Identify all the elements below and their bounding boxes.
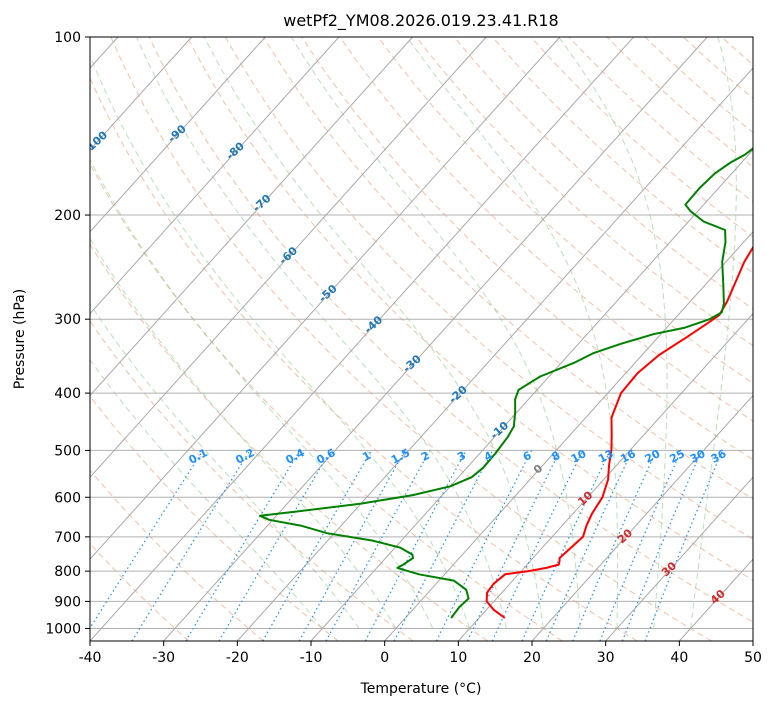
mixing-ratio-label: 36: [709, 447, 729, 466]
y-axis-title: Pressure (hPa): [12, 289, 28, 389]
x-tick-label: 0: [380, 650, 389, 666]
dry-adiabat: [90, 469, 264, 641]
isotherm-line: [90, 37, 340, 315]
dry-adiabat: [453, 37, 753, 310]
x-tick-label: 40: [670, 650, 688, 666]
mixing-ratio-label: 10: [569, 447, 589, 466]
moist-adiabat: [90, 158, 434, 629]
y-tick-label: 500: [54, 443, 81, 459]
mixing-ratio-line: [325, 450, 431, 641]
mixing-ratio-line: [435, 450, 533, 641]
background-lines: [90, 37, 753, 641]
y-tick-label: 900: [54, 594, 81, 610]
isotherm-line: [90, 37, 413, 397]
x-tick-label: -30: [152, 650, 175, 666]
y-tick-label: 200: [54, 208, 81, 224]
mixing-ratio-line: [466, 450, 561, 641]
moist-adiabat: [690, 37, 737, 629]
moist-adiabat: [290, 37, 581, 629]
mixing-ratio-label: 30: [688, 447, 708, 466]
x-tick-label: 30: [597, 650, 615, 666]
y-tick-label: 100: [54, 30, 81, 46]
x-tick-label: 50: [744, 650, 762, 666]
x-axis-ticks: -40 -30 -20 -10 0 10 20 30 40 50: [79, 641, 762, 666]
moist-adiabat: [203, 37, 544, 629]
x-tick-label: 10: [449, 650, 467, 666]
isotherm-line: [90, 37, 634, 641]
y-tick-label: 700: [54, 530, 81, 546]
y-tick-label: 600: [54, 490, 81, 506]
isotherm-line: [236, 67, 753, 641]
mixing-ratio-line: [90, 450, 204, 630]
isotherm-line: [384, 230, 753, 641]
moist-adiabat: [90, 302, 360, 629]
pressure-gridlines: [90, 37, 753, 629]
y-tick-label: 1000: [45, 621, 81, 637]
isotherm-line: [90, 37, 487, 479]
x-tick-label: 20: [523, 650, 541, 666]
mixing-ratio-label: 25: [667, 447, 687, 466]
mixing-ratio-lines: [90, 450, 723, 641]
mixing-ratio-line: [131, 450, 251, 641]
mixing-ratio-label: 20: [643, 447, 663, 466]
mixing-ratio-line: [218, 450, 332, 641]
x-tick-label: -40: [79, 650, 102, 666]
moist-adiabat: [558, 37, 668, 629]
mixing-ratio-line: [185, 450, 301, 641]
dry-adiabat: [90, 542, 190, 641]
x-tick-label: -10: [300, 650, 323, 666]
x-axis-title: Temperature (°C): [360, 681, 482, 697]
y-tick-label: 400: [54, 386, 81, 402]
isotherm-line: [90, 37, 561, 560]
mixing-ratio-label: 13: [596, 447, 616, 466]
mixing-ratio-line: [521, 450, 611, 641]
moist-adiabat: [406, 37, 619, 629]
isotherm-line: [310, 149, 753, 641]
dry-adiabat: [90, 162, 563, 641]
isotherm-line: [457, 312, 753, 641]
skewed-isotherms: [90, 37, 753, 641]
y-axis-ticks: 100 200 300 400 500 600 700 800 900 1000: [45, 30, 90, 637]
plot-area: [90, 37, 753, 641]
isotherm-line: [90, 37, 266, 233]
dry-adiabat: [415, 37, 753, 347]
mixing-ratio-line: [491, 450, 584, 641]
dry-adiabat: [90, 243, 488, 641]
mixing-ratio-line: [644, 450, 723, 641]
moist-adiabat: [90, 54, 471, 629]
temperature-profile-line: [485, 245, 753, 619]
x-tick-label: -20: [226, 650, 249, 666]
sounding-profiles: [259, 147, 753, 619]
moist-adiabat: [136, 37, 507, 629]
dry-adiabat: [90, 395, 339, 641]
mixing-ratio-label: 16: [618, 447, 638, 466]
plot-frame: [89, 36, 754, 642]
isotherm-line: [752, 640, 753, 641]
dry-adiabat: [148, 37, 753, 623]
chart-title: wetPf2_YM08.2026.019.23.41.R18: [283, 11, 558, 31]
moist-adiabat: [90, 358, 323, 629]
moist-adiabat: [90, 237, 397, 629]
dry-adiabat: [110, 37, 712, 641]
isotherm-line: [90, 37, 192, 151]
isotherm-line: [605, 476, 753, 641]
y-tick-label: 300: [54, 312, 81, 328]
dewpoint-profile-line: [259, 147, 753, 619]
isotherm-line: [531, 394, 753, 641]
y-tick-label: 800: [54, 564, 81, 580]
isotherm-line: [163, 37, 708, 641]
